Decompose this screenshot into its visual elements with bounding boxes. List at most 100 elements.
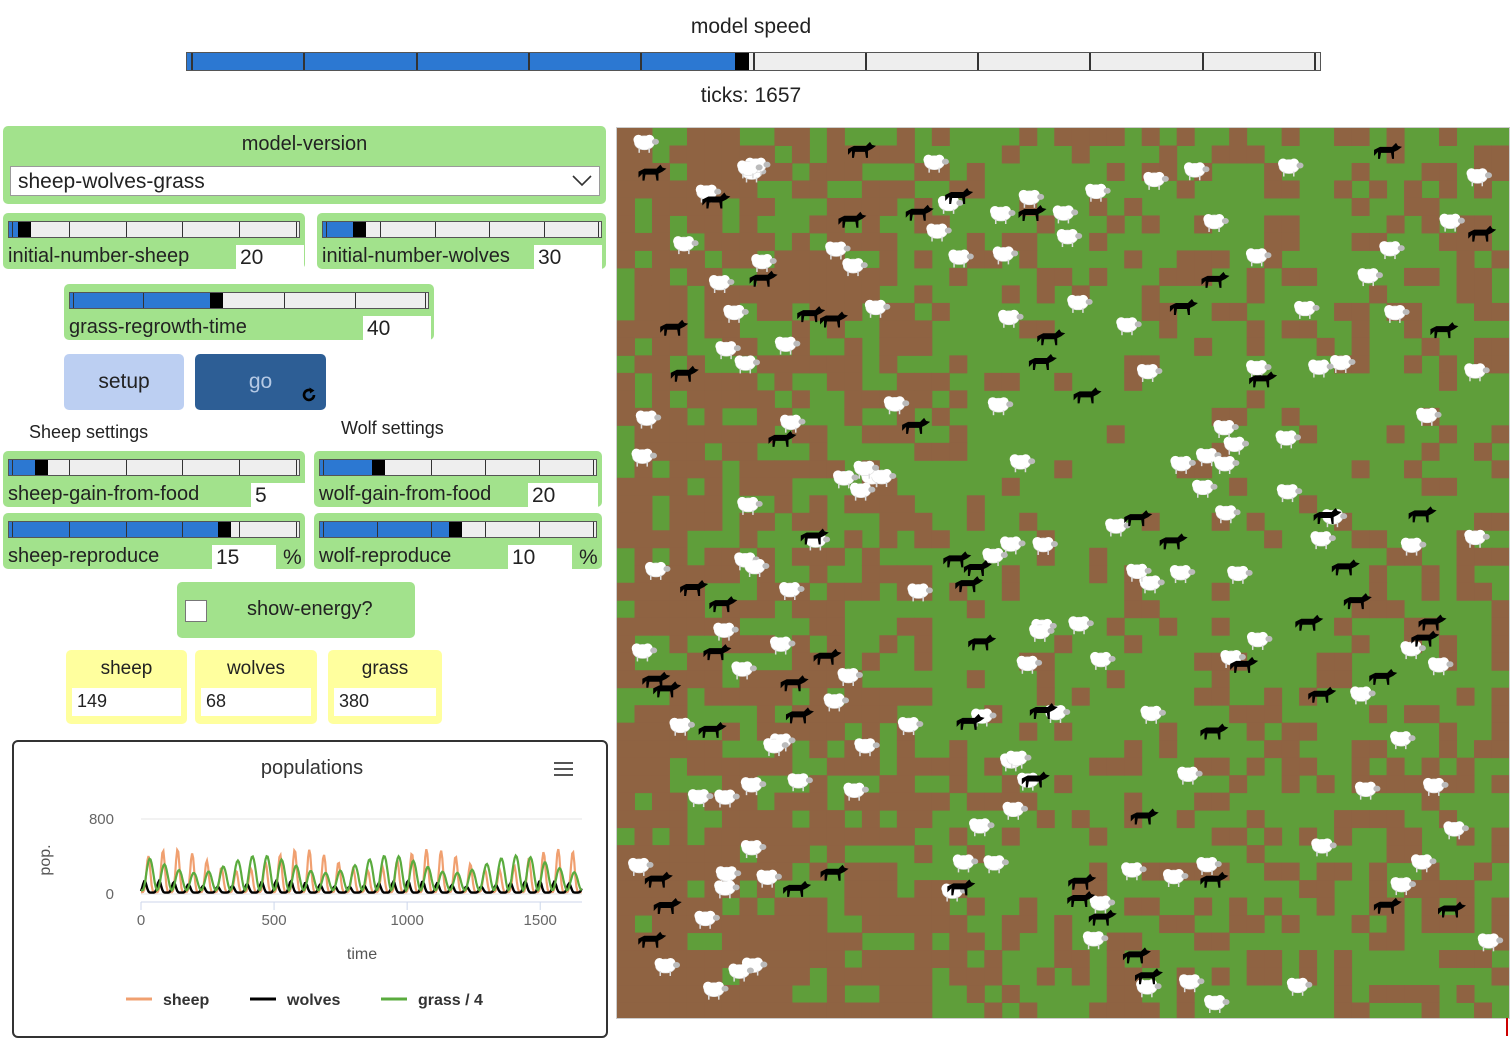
dirt-patch <box>739 285 758 304</box>
dirt-patch <box>1264 215 1283 234</box>
sheep-agent <box>1203 213 1229 232</box>
monitor-wolves-value: 68 <box>206 691 227 711</box>
show-energy-switch[interactable]: show-energy? <box>177 582 415 638</box>
sheep-reproduce-thumb[interactable] <box>217 522 231 537</box>
dirt-patch <box>1334 652 1353 671</box>
model-speed-slider[interactable] <box>186 52 1321 71</box>
dirt-patch <box>1421 915 1440 934</box>
dirt-patch <box>617 670 635 689</box>
model-version-select[interactable]: sheep-wolves-grass <box>10 166 600 196</box>
world-view[interactable] <box>616 127 1510 1019</box>
wolf-agent <box>1122 947 1151 964</box>
dirt-patch <box>1176 180 1195 199</box>
wolf-reproduce-value: 10 <box>512 546 536 569</box>
wolf-agent <box>847 141 876 158</box>
wolf-reproduce-value-box[interactable]: 10 <box>508 545 572 569</box>
dirt-patch <box>669 740 688 759</box>
wolf-reproduce-thumb[interactable] <box>449 522 463 537</box>
legend-item[interactable]: wolves <box>286 992 340 1009</box>
dirt-patch <box>651 705 670 724</box>
dirt-patch <box>879 180 898 199</box>
dirt-patch <box>634 512 653 531</box>
populations-plot[interactable]: populations 0 500 1000 1500 0 800 pop. time s… <box>12 740 608 1038</box>
sheep-agent <box>1215 505 1241 524</box>
dirt-patch <box>1106 162 1125 181</box>
sheep-reproduce-value-box[interactable]: 15 <box>212 545 276 569</box>
initial-number-sheep-thumb[interactable] <box>17 222 31 237</box>
wolf-gain-from-food-value-box[interactable]: 20 <box>528 483 598 507</box>
dirt-patch <box>721 372 740 391</box>
dirt-patch <box>721 1002 740 1018</box>
initial-number-wolves-value: 30 <box>538 246 562 269</box>
dirt-patch <box>1281 180 1300 199</box>
dirt-patch <box>844 390 863 409</box>
dirt-patch <box>704 845 723 864</box>
grass-regrowth-time-value: 40 <box>367 317 391 340</box>
go-button[interactable]: go <box>195 354 326 410</box>
slider-grass-regrowth-time[interactable]: grass-regrowth-time 40 <box>64 284 434 340</box>
slider-initial-number-sheep[interactable]: initial-number-sheep 20 <box>3 213 305 269</box>
sheep-reproduce-track[interactable] <box>8 521 300 538</box>
grass-regrowth-time-track[interactable] <box>69 292 429 309</box>
slider-tick-mark <box>68 522 70 537</box>
dirt-patch <box>896 425 915 444</box>
slider-wolf-gain-from-food[interactable]: wolf-gain-from-food 20 <box>314 451 602 507</box>
sheep-agent <box>779 581 805 600</box>
dirt-patch <box>1404 827 1423 846</box>
initial-number-wolves-track[interactable] <box>322 221 602 238</box>
dirt-patch <box>1491 705 1509 724</box>
sheep-gain-from-food-value-box[interactable]: 5 <box>251 483 305 507</box>
wolf-gain-from-food-track[interactable] <box>319 459 597 476</box>
initial-number-wolves-thumb[interactable] <box>353 222 367 237</box>
dirt-patch <box>1124 740 1143 759</box>
model-speed-thumb[interactable] <box>735 53 750 70</box>
legend-item[interactable]: grass / 4 <box>418 992 483 1009</box>
dirt-patch <box>914 915 933 934</box>
initial-number-sheep-value: 20 <box>240 246 264 269</box>
dirt-patch <box>809 687 828 706</box>
slider-sheep-gain-from-food[interactable]: sheep-gain-from-food 5 <box>3 451 305 507</box>
grass-regrowth-time-thumb[interactable] <box>210 293 224 308</box>
dirt-patch <box>1019 1002 1038 1018</box>
wolf-reproduce-track[interactable] <box>319 521 597 538</box>
sheep-agent <box>864 299 891 318</box>
dirt-patch <box>669 915 688 934</box>
slider-wolf-reproduce[interactable]: wolf-reproduce 10% <box>314 513 602 569</box>
dirt-patch <box>1211 302 1230 321</box>
dirt-patch <box>879 792 898 811</box>
sheep-agent <box>787 773 813 792</box>
dirt-patch <box>809 722 828 741</box>
sheep-gain-from-food-track[interactable] <box>8 459 300 476</box>
dirt-patch <box>774 250 793 269</box>
hamburger-menu-icon[interactable] <box>554 762 573 776</box>
sheep-agent <box>743 559 770 578</box>
legend-item[interactable]: sheep <box>163 992 209 1009</box>
dirt-patch <box>1159 915 1178 934</box>
sheep-agent <box>1068 616 1094 635</box>
dirt-patch <box>791 355 810 374</box>
slider-initial-number-wolves[interactable]: initial-number-wolves 30 <box>317 213 606 269</box>
slider-sheep-reproduce[interactable]: sheep-reproduce 15% <box>3 513 305 569</box>
setup-button[interactable]: setup <box>64 354 184 410</box>
model-version-value: sheep-wolves-grass <box>18 170 205 193</box>
dirt-patch <box>704 967 723 986</box>
sheep-reproduce-fill <box>9 522 221 537</box>
sheep-gain-from-food-thumb[interactable] <box>35 460 48 475</box>
dirt-patch <box>1474 180 1493 199</box>
dirt-patch <box>1089 880 1108 899</box>
dirt-patch <box>1351 635 1370 654</box>
dirt-patch <box>617 477 635 496</box>
wolf-gain-from-food-thumb[interactable] <box>372 460 386 475</box>
dirt-patch <box>774 302 793 321</box>
initial-number-sheep-track[interactable] <box>8 221 300 238</box>
show-energy-checkbox[interactable] <box>185 600 207 622</box>
dirt-patch <box>634 722 653 741</box>
initial-number-wolves-value-box[interactable]: 30 <box>534 245 602 269</box>
model-version-chooser[interactable]: model-version sheep-wolves-grass <box>3 126 606 204</box>
dirt-patch <box>1124 1002 1143 1018</box>
grass-regrowth-time-value-box[interactable]: 40 <box>363 316 431 340</box>
initial-number-sheep-value-box[interactable]: 20 <box>236 245 304 269</box>
dirt-patch <box>634 757 653 776</box>
wolf-agent <box>1130 808 1159 825</box>
dirt-patch <box>1299 757 1318 776</box>
